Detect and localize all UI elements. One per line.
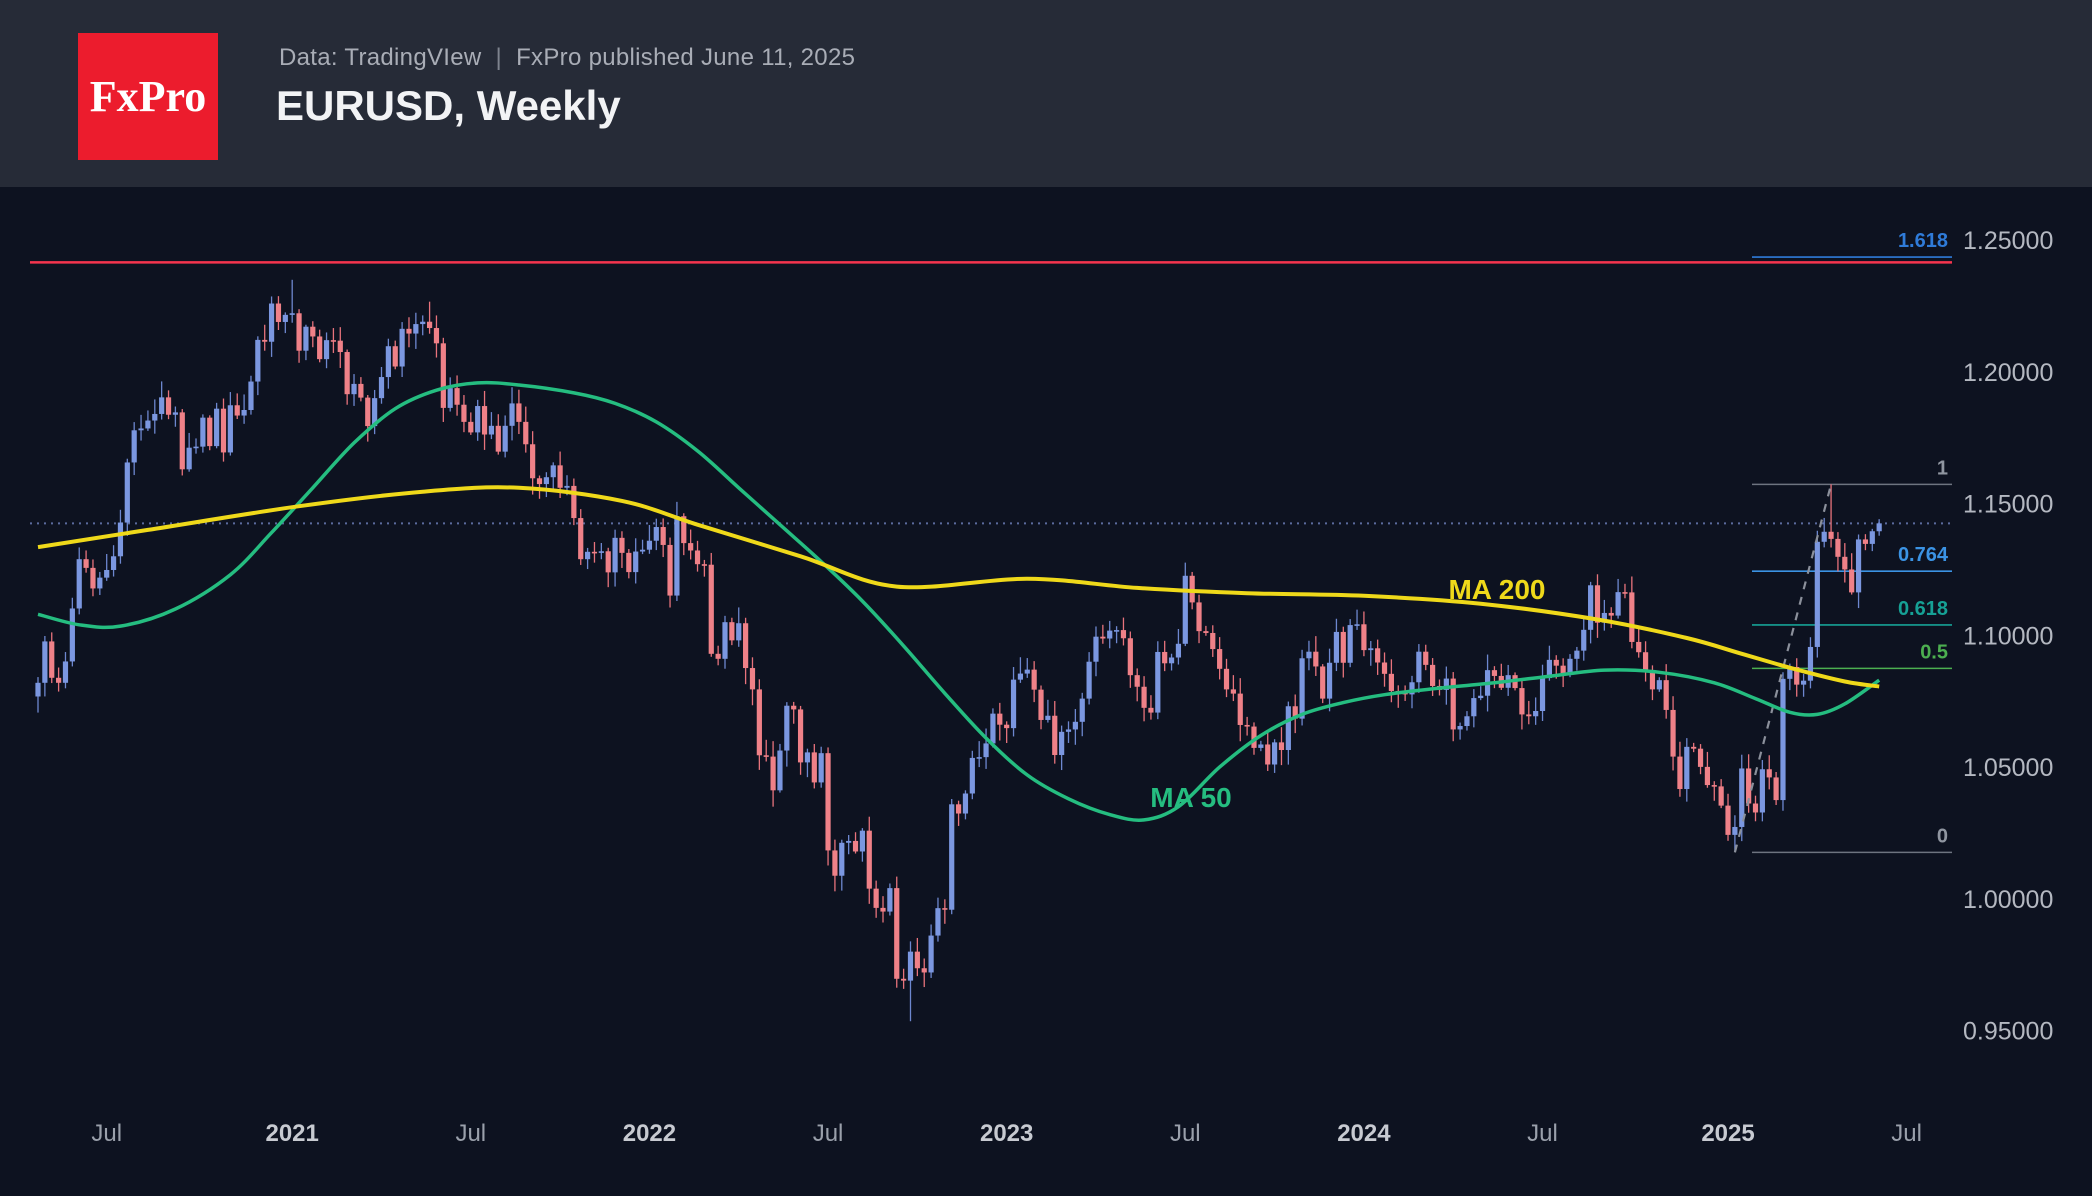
logo-text: FxPro — [89, 72, 207, 121]
ma50-line[interactable] — [37, 380, 1881, 822]
x-axis-label-2025-246: 2025 — [1701, 1120, 1754, 1147]
y-axis-label-1.25000: 1.25000 — [1963, 227, 2053, 255]
x-axis-label-2024-193: 2024 — [1337, 1120, 1391, 1147]
separator: | — [495, 44, 503, 71]
fib-label-0.618: 0.618 — [1898, 598, 1948, 620]
y-axis-label-1.10000: 1.10000 — [1963, 622, 2053, 650]
x-axis-label-2023-141: 2023 — [980, 1120, 1033, 1147]
x-axis-label-2021-37: 2021 — [265, 1120, 318, 1147]
x-axis-label-Jul-272: Jul — [1891, 1120, 1922, 1147]
x-axis-label-Jul-63: Jul — [455, 1120, 486, 1147]
fib-label-1.618: 1.618 — [1898, 230, 1948, 252]
x-axis-label-Jul-115: Jul — [813, 1120, 844, 1147]
x-axis-label-Jul-219: Jul — [1527, 1120, 1558, 1147]
ma200-label: MA 200 — [1448, 574, 1545, 605]
candles-series — [35, 279, 1882, 1022]
ma50-label: MA 50 — [1150, 782, 1231, 813]
source-row: Data: TradingVIew | FxPro published June 1… — [279, 44, 855, 72]
y-axis-label-1.15000: 1.15000 — [1963, 491, 2053, 519]
fxpro-logo: FxPro — [78, 33, 218, 160]
ma200-line[interactable] — [37, 485, 1880, 689]
fib-label-0.5: 0.5 — [1920, 641, 1948, 663]
page-title: EURUSD, Weekly — [276, 82, 621, 129]
fib-label-0: 0 — [1937, 825, 1948, 847]
published-label: FxPro published June 11, 2025 — [516, 44, 856, 71]
y-axis-label-1.20000: 1.20000 — [1963, 359, 2053, 387]
x-axis-label-2022-89: 2022 — [623, 1120, 676, 1147]
y-axis-label-1.05000: 1.05000 — [1963, 754, 2053, 782]
x-axis-label-Jul-167: Jul — [1170, 1120, 1201, 1147]
y-axis-label-0.95000: 0.95000 — [1963, 1018, 2053, 1046]
header-bar: FxPro Data: TradingVIew | FxPro published … — [0, 0, 2092, 187]
fib-label-0.764: 0.764 — [1898, 544, 1949, 566]
y-axis-label-1.00000: 1.00000 — [1963, 886, 2053, 914]
fib-label-1: 1 — [1937, 457, 1948, 479]
x-axis-label-Jul-10: Jul — [91, 1120, 122, 1147]
data-source-label: Data: TradingVIew — [279, 44, 482, 71]
